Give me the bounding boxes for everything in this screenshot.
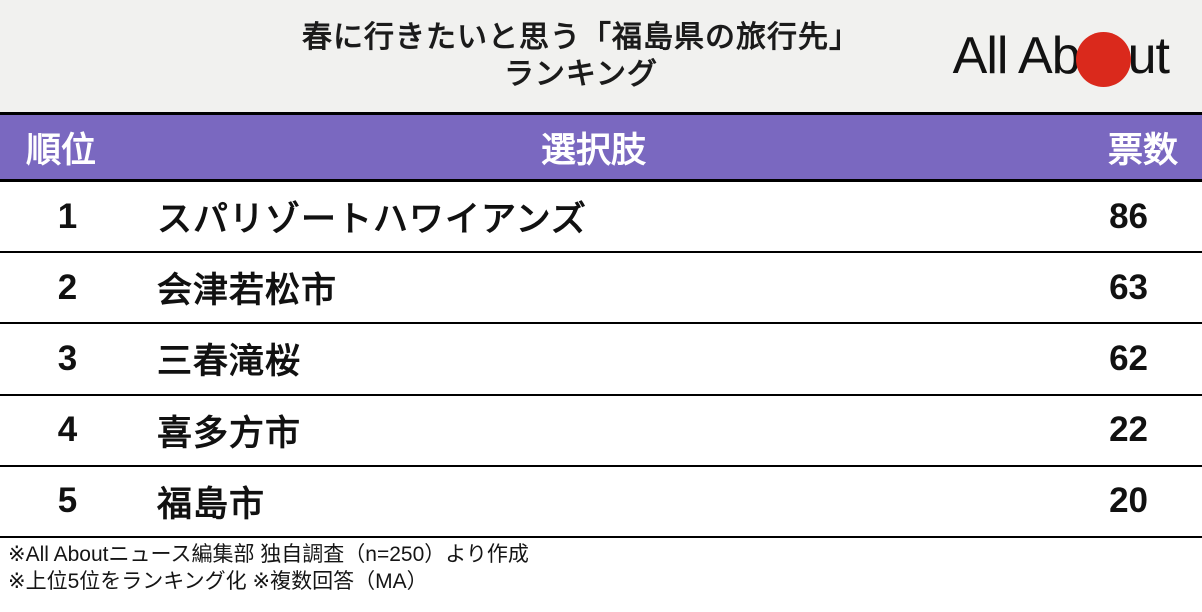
- top-banner: 春に行きたいと思う「福島県の旅行先」 ランキング All Ab ut: [0, 0, 1202, 112]
- choice-cell: 三春滝桜: [157, 342, 302, 382]
- table-row: 3 三春滝桜 62: [0, 324, 1202, 396]
- table-row: 2 会津若松市 63: [0, 253, 1202, 325]
- logo-text-left: All Ab: [952, 27, 1081, 85]
- column-header-rank: 順位: [26, 130, 97, 170]
- page-title: 春に行きたいと思う「福島県の旅行先」 ランキング: [302, 19, 860, 93]
- footnote-line2: ※上位5位をランキング化 ※複数回答（MA）: [8, 569, 428, 593]
- logo-red-dot-icon: [1075, 31, 1131, 87]
- page-title-line1: 春に行きたいと思う「福島県の旅行先」: [302, 21, 860, 54]
- choice-cell: スパリゾートハワイアンズ: [157, 200, 587, 240]
- all-about-logo: All Ab ut: [952, 26, 1170, 87]
- table-row: 1 スパリゾートハワイアンズ 86: [0, 182, 1202, 254]
- rank-cell: 2: [57, 267, 78, 307]
- votes-cell: 86: [1109, 196, 1148, 236]
- table-row: 5 福島市 20: [0, 466, 1202, 538]
- votes-cell: 62: [1109, 338, 1148, 378]
- rank-cell: 4: [57, 410, 78, 450]
- votes-cell: 20: [1109, 481, 1148, 521]
- rank-cell: 1: [57, 196, 78, 236]
- footnote-line1: ※All Aboutニュース編集部 独自調査（n=250）より作成: [8, 542, 529, 566]
- choice-cell: 喜多方市: [157, 413, 302, 453]
- page-title-line2: ランキング: [503, 58, 659, 91]
- table-row: 4 喜多方市 22: [0, 395, 1202, 467]
- choice-cell: 福島市: [157, 484, 266, 524]
- footnotes: ※All Aboutニュース編集部 独自調査（n=250）より作成 ※上位5位を…: [0, 538, 1202, 595]
- logo-text-right: ut: [1127, 27, 1170, 85]
- choice-cell: 会津若松市: [157, 271, 338, 311]
- votes-cell: 22: [1109, 410, 1148, 450]
- votes-cell: 63: [1109, 267, 1148, 307]
- table-header-row: 順位 選択肢 票数: [0, 112, 1202, 182]
- rank-cell: 3: [57, 338, 78, 378]
- column-header-choice: 選択肢: [540, 130, 646, 170]
- rank-cell: 5: [57, 481, 78, 521]
- column-header-votes: 票数: [1107, 130, 1178, 170]
